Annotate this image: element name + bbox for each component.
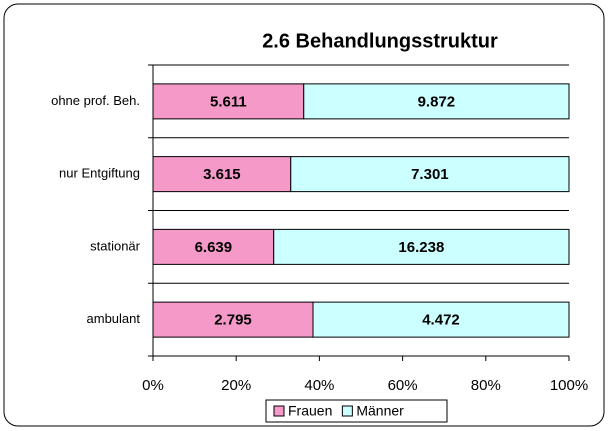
legend-box — [265, 399, 448, 423]
chart-frame — [3, 3, 605, 427]
data-label: 3.615 — [203, 166, 241, 183]
x-tick-label: 40% — [304, 377, 334, 394]
bar-segment — [312, 301, 570, 338]
data-label: 16.238 — [398, 239, 444, 256]
legend-label: Frauen — [288, 403, 332, 419]
data-label: 9.872 — [418, 93, 456, 110]
bar-segment — [152, 156, 292, 193]
bar-segment — [273, 228, 570, 265]
data-label: 7.301 — [411, 166, 449, 183]
category-label: nur Entgiftung — [59, 166, 140, 181]
x-tick-label: 80% — [471, 377, 501, 394]
bar-segment — [303, 83, 570, 120]
legend-swatch — [341, 405, 353, 417]
data-label: 5.611 — [210, 93, 247, 110]
x-tick-label: 100% — [550, 377, 588, 394]
category-label: ohne prof. Beh. — [51, 93, 140, 108]
x-tick-label: 20% — [221, 377, 251, 394]
x-tick-label: 0% — [142, 377, 164, 394]
data-label: 6.639 — [195, 239, 233, 256]
data-label: 4.472 — [422, 312, 460, 329]
bar-segment — [152, 83, 305, 120]
legend-swatch — [273, 405, 285, 417]
category-label: stationär — [90, 238, 141, 253]
bar-segment — [290, 156, 570, 193]
data-label: 2.795 — [214, 312, 252, 329]
category-label: ambulant — [87, 311, 141, 326]
chart-title: 2.6 Behandlungsstruktur — [262, 30, 498, 52]
legend-label: Männer — [356, 403, 404, 419]
x-tick-label: 60% — [388, 377, 418, 394]
bar-segment — [152, 301, 314, 338]
